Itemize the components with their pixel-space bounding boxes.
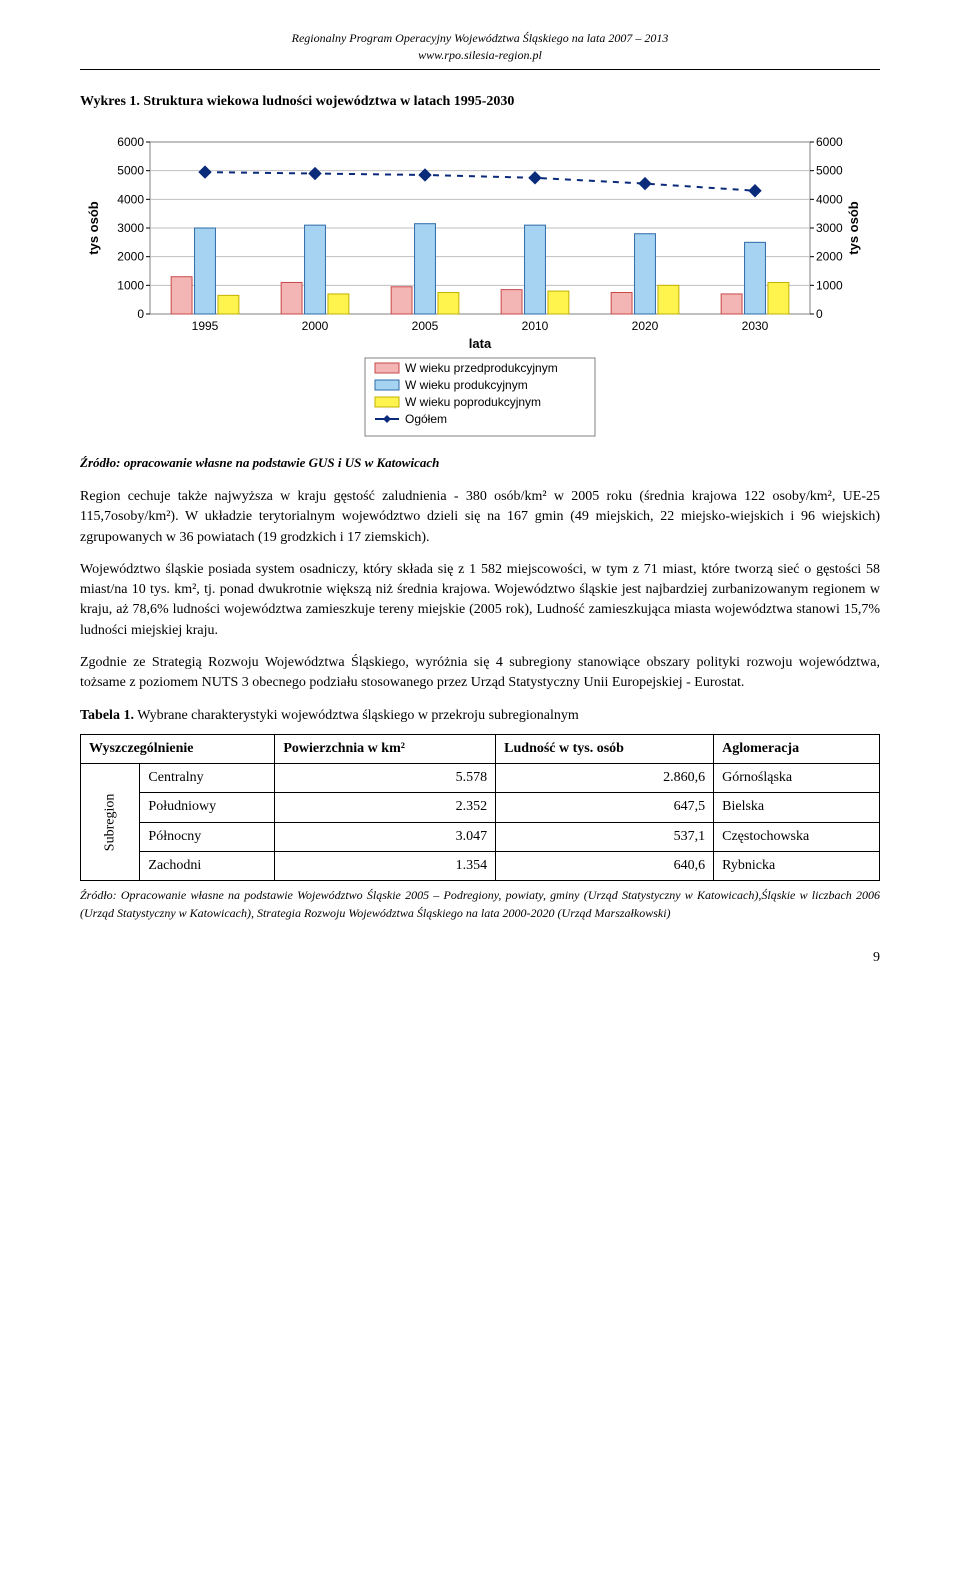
col-wyszcz: Wyszczególnienie bbox=[81, 734, 275, 763]
table-row: Południowy2.352647,5Bielska bbox=[81, 793, 880, 822]
svg-text:2010: 2010 bbox=[522, 319, 549, 333]
svg-text:5000: 5000 bbox=[117, 164, 144, 178]
cell-area: 2.352 bbox=[275, 793, 496, 822]
paragraph-3: Zgodnie ze Strategią Rozwoju Województwa… bbox=[80, 653, 880, 694]
doc-header-line1: Regionalny Program Operacyjny Województw… bbox=[80, 30, 880, 47]
cell-agg: Częstochowska bbox=[714, 822, 880, 851]
svg-text:3000: 3000 bbox=[117, 221, 144, 235]
cell-name: Południowy bbox=[140, 793, 275, 822]
cell-pop: 640,6 bbox=[496, 852, 714, 881]
cell-pop: 647,5 bbox=[496, 793, 714, 822]
cell-area: 3.047 bbox=[275, 822, 496, 851]
subregion-table: Wyszczególnienie Powierzchnia w km² Ludn… bbox=[80, 734, 880, 881]
chart-title-prefix: Wykres 1. bbox=[80, 94, 140, 109]
header-rule bbox=[80, 69, 880, 70]
cell-pop: 2.860,6 bbox=[496, 764, 714, 793]
table-title-text: Wybrane charakterystyki województwa śląs… bbox=[137, 708, 579, 723]
svg-text:W wieku poprodukcyjnym: W wieku poprodukcyjnym bbox=[405, 395, 541, 409]
chart-source: Źródło: opracowanie własne na podstawie … bbox=[80, 454, 880, 473]
svg-text:0: 0 bbox=[137, 307, 144, 321]
table-row: Północny3.047537,1Częstochowska bbox=[81, 822, 880, 851]
cell-area: 5.578 bbox=[275, 764, 496, 793]
cell-agg: Rybnicka bbox=[714, 852, 880, 881]
svg-text:tys osób: tys osób bbox=[846, 201, 861, 255]
svg-text:1000: 1000 bbox=[816, 278, 843, 292]
cell-agg: Bielska bbox=[714, 793, 880, 822]
svg-text:tys osób: tys osób bbox=[86, 201, 101, 255]
svg-text:W wieku produkcyjnym: W wieku produkcyjnym bbox=[405, 378, 528, 392]
svg-text:2000: 2000 bbox=[302, 319, 329, 333]
svg-text:1000: 1000 bbox=[117, 278, 144, 292]
page-number: 9 bbox=[80, 948, 880, 968]
cell-name: Zachodni bbox=[140, 852, 275, 881]
paragraph-2: Województwo śląskie posiada system osadn… bbox=[80, 560, 880, 641]
svg-text:W wieku przedprodukcyjnym: W wieku przedprodukcyjnym bbox=[405, 361, 558, 375]
col-agl: Aglomeracja bbox=[714, 734, 880, 763]
svg-text:2005: 2005 bbox=[412, 319, 439, 333]
table-title: Tabela 1. Wybrane charakterystyki wojewó… bbox=[80, 706, 880, 726]
chart-title: Wykres 1. Struktura wiekowa ludności woj… bbox=[80, 92, 880, 112]
cell-pop: 537,1 bbox=[496, 822, 714, 851]
paragraph-1: Region cechuje także najwyższa w kraju g… bbox=[80, 487, 880, 548]
chart-title-text: Struktura wiekowa ludności województwa w… bbox=[143, 94, 514, 109]
svg-text:3000: 3000 bbox=[816, 221, 843, 235]
chart-container: 0 0 1000 1000 2000 2000 3000 3000 4000 4000 5000 50… bbox=[80, 130, 880, 440]
svg-text:4000: 4000 bbox=[117, 192, 144, 206]
svg-text:Ogółem: Ogółem bbox=[405, 412, 447, 426]
svg-text:6000: 6000 bbox=[117, 135, 144, 149]
subregion-side-label: Subregion bbox=[81, 764, 140, 881]
svg-text:2000: 2000 bbox=[117, 250, 144, 264]
table-row: SubregionCentralny5.5782.860,6Górnośląsk… bbox=[81, 764, 880, 793]
table-source: Źródło: Opracowanie własne na podstawie … bbox=[80, 887, 880, 922]
svg-text:0: 0 bbox=[816, 307, 823, 321]
svg-text:6000: 6000 bbox=[816, 135, 843, 149]
chart-svg: 0 0 1000 1000 2000 2000 3000 3000 4000 4000 5000 50… bbox=[80, 130, 880, 440]
svg-text:lata: lata bbox=[469, 336, 492, 351]
svg-text:2020: 2020 bbox=[632, 319, 659, 333]
col-lud: Ludność w tys. osób bbox=[496, 734, 714, 763]
col-pow: Powierzchnia w km² bbox=[275, 734, 496, 763]
doc-header: Regionalny Program Operacyjny Województw… bbox=[80, 30, 880, 65]
cell-name: Centralny bbox=[140, 764, 275, 793]
svg-text:2000: 2000 bbox=[816, 250, 843, 264]
cell-area: 1.354 bbox=[275, 852, 496, 881]
svg-text:5000: 5000 bbox=[816, 164, 843, 178]
svg-text:2030: 2030 bbox=[742, 319, 769, 333]
table-title-prefix: Tabela 1. bbox=[80, 708, 134, 723]
svg-text:4000: 4000 bbox=[816, 192, 843, 206]
cell-agg: Górnośląska bbox=[714, 764, 880, 793]
doc-header-line2: www.rpo.silesia-region.pl bbox=[80, 47, 880, 64]
cell-name: Północny bbox=[140, 822, 275, 851]
svg-text:1995: 1995 bbox=[192, 319, 219, 333]
table-row: Zachodni1.354640,6Rybnicka bbox=[81, 852, 880, 881]
table-header-row: Wyszczególnienie Powierzchnia w km² Ludn… bbox=[81, 734, 880, 763]
